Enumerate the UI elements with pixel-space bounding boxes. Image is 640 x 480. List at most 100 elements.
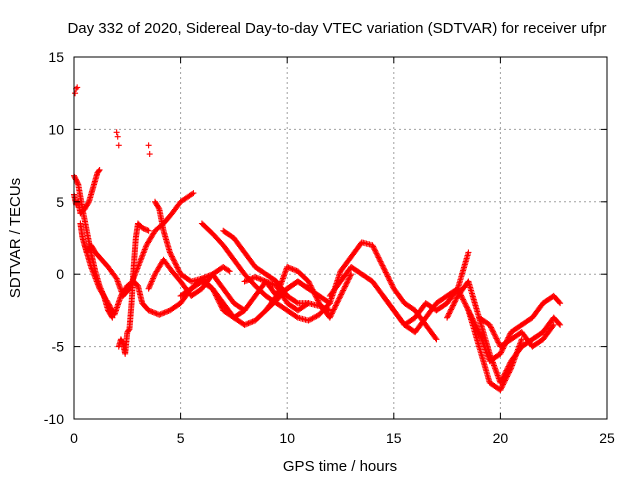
data-point-interp <box>504 364 511 371</box>
data-point-interp <box>500 373 507 380</box>
data-point-interp <box>500 374 507 381</box>
data-point-interp <box>495 339 502 346</box>
data-point-interp <box>376 257 383 264</box>
data-point-interp <box>556 299 563 306</box>
data-point-interp <box>96 254 103 261</box>
data-point-interp <box>213 293 220 300</box>
data-point-interp <box>459 295 466 302</box>
axis-ticks: 0 5 10 15 20 25 -10 -5 0 5 10 15 <box>44 49 615 446</box>
data-point-interp <box>90 271 97 278</box>
x-axis-label: GPS time / hours <box>283 458 397 475</box>
data-point-interp <box>385 274 392 281</box>
data-point-interp <box>399 319 406 326</box>
data-point-interp <box>347 272 354 279</box>
data-point <box>380 263 387 270</box>
data-point-interp <box>375 254 382 261</box>
data-point-interp <box>462 300 469 307</box>
data-point-interp <box>211 289 218 296</box>
data-point-interp <box>491 331 498 338</box>
data-point-interp <box>185 287 192 294</box>
data-point-interp <box>339 288 346 295</box>
data-point-interp <box>225 267 232 274</box>
data-point-interp <box>306 279 313 286</box>
data-point-interp <box>493 335 500 342</box>
data-point-interp <box>250 261 257 268</box>
data-point-interp <box>217 301 224 308</box>
data-point-interp <box>378 259 385 266</box>
data-point-interp <box>239 320 246 327</box>
data-point-interp <box>386 277 393 284</box>
data-point-interp <box>168 252 175 259</box>
data-point-interp <box>441 301 448 308</box>
data-point-interp <box>464 306 471 313</box>
data-point-interp <box>150 230 157 237</box>
data-point-interp <box>489 327 496 334</box>
data-point-interp <box>88 265 95 272</box>
data-point-interp <box>149 276 156 283</box>
data-point-interp <box>556 320 563 327</box>
data-point-interp <box>89 185 96 192</box>
series-outliers <box>72 84 153 158</box>
data-point-interp <box>506 331 513 338</box>
data-point-interp <box>137 258 144 265</box>
data-point-interp <box>344 277 351 284</box>
data-point-interp <box>498 349 505 356</box>
data-point-interp <box>492 332 499 339</box>
data-point-interp <box>431 333 438 340</box>
data-point-interp <box>160 226 167 233</box>
data-point-interp <box>389 304 396 311</box>
data-point-interp <box>74 180 81 187</box>
data-point-interp <box>138 253 145 260</box>
data-point-interp <box>336 269 343 276</box>
y-axis-label: SDTVAR / TECUs <box>7 178 24 298</box>
data-point-interp <box>460 296 467 303</box>
data-point-interp <box>303 284 310 291</box>
data-point-interp <box>506 362 513 369</box>
data-point-interp <box>212 292 219 299</box>
data-point-interp <box>212 291 219 298</box>
data-point-interp <box>503 367 510 374</box>
data-point-interp <box>382 269 389 276</box>
data-point-interp <box>79 233 86 240</box>
data-point-interp <box>117 294 124 301</box>
data-point-interp <box>250 280 257 287</box>
data-point-interp <box>139 252 146 259</box>
data-point-interp <box>384 272 391 279</box>
y-tick-label: -5 <box>52 339 65 355</box>
data-point-interp <box>343 280 350 287</box>
data-point-interp <box>90 247 97 254</box>
data-point-interp <box>356 269 363 276</box>
data-point-interp <box>499 375 506 382</box>
data-point-interp <box>89 268 96 275</box>
data-point-interp <box>143 226 150 233</box>
data-point-interp <box>498 385 505 392</box>
series-arc12 <box>262 239 440 343</box>
data-point-interp <box>216 299 223 306</box>
data-point-interp <box>468 314 475 321</box>
data-point-interp <box>357 241 364 248</box>
data-point-interp <box>111 272 118 279</box>
data-point-interp <box>144 227 151 234</box>
data-point-interp <box>499 382 506 389</box>
series-arc15 <box>444 278 564 386</box>
data-point-interp <box>448 306 455 313</box>
data-point-interp <box>143 305 150 312</box>
data-point-interp <box>250 295 257 302</box>
data-point-interp <box>187 191 194 198</box>
data-point-interp <box>340 286 347 293</box>
data-point-interp <box>342 283 349 290</box>
data-point-interp <box>146 282 153 289</box>
data-point-interp <box>488 324 495 331</box>
data-point-interp <box>214 296 221 303</box>
data-point-interp <box>207 284 214 291</box>
data-point-interp <box>141 248 148 255</box>
data-point-interp <box>167 250 174 257</box>
data-point-interp <box>146 284 153 291</box>
data-point-interp <box>239 268 246 275</box>
data-point-interp <box>175 267 182 274</box>
data-point-interp <box>388 281 395 288</box>
data-point-interp <box>387 278 394 285</box>
data-point-interp <box>169 254 176 261</box>
data-point-interp <box>147 281 154 288</box>
y-tick-label: 0 <box>56 266 64 282</box>
